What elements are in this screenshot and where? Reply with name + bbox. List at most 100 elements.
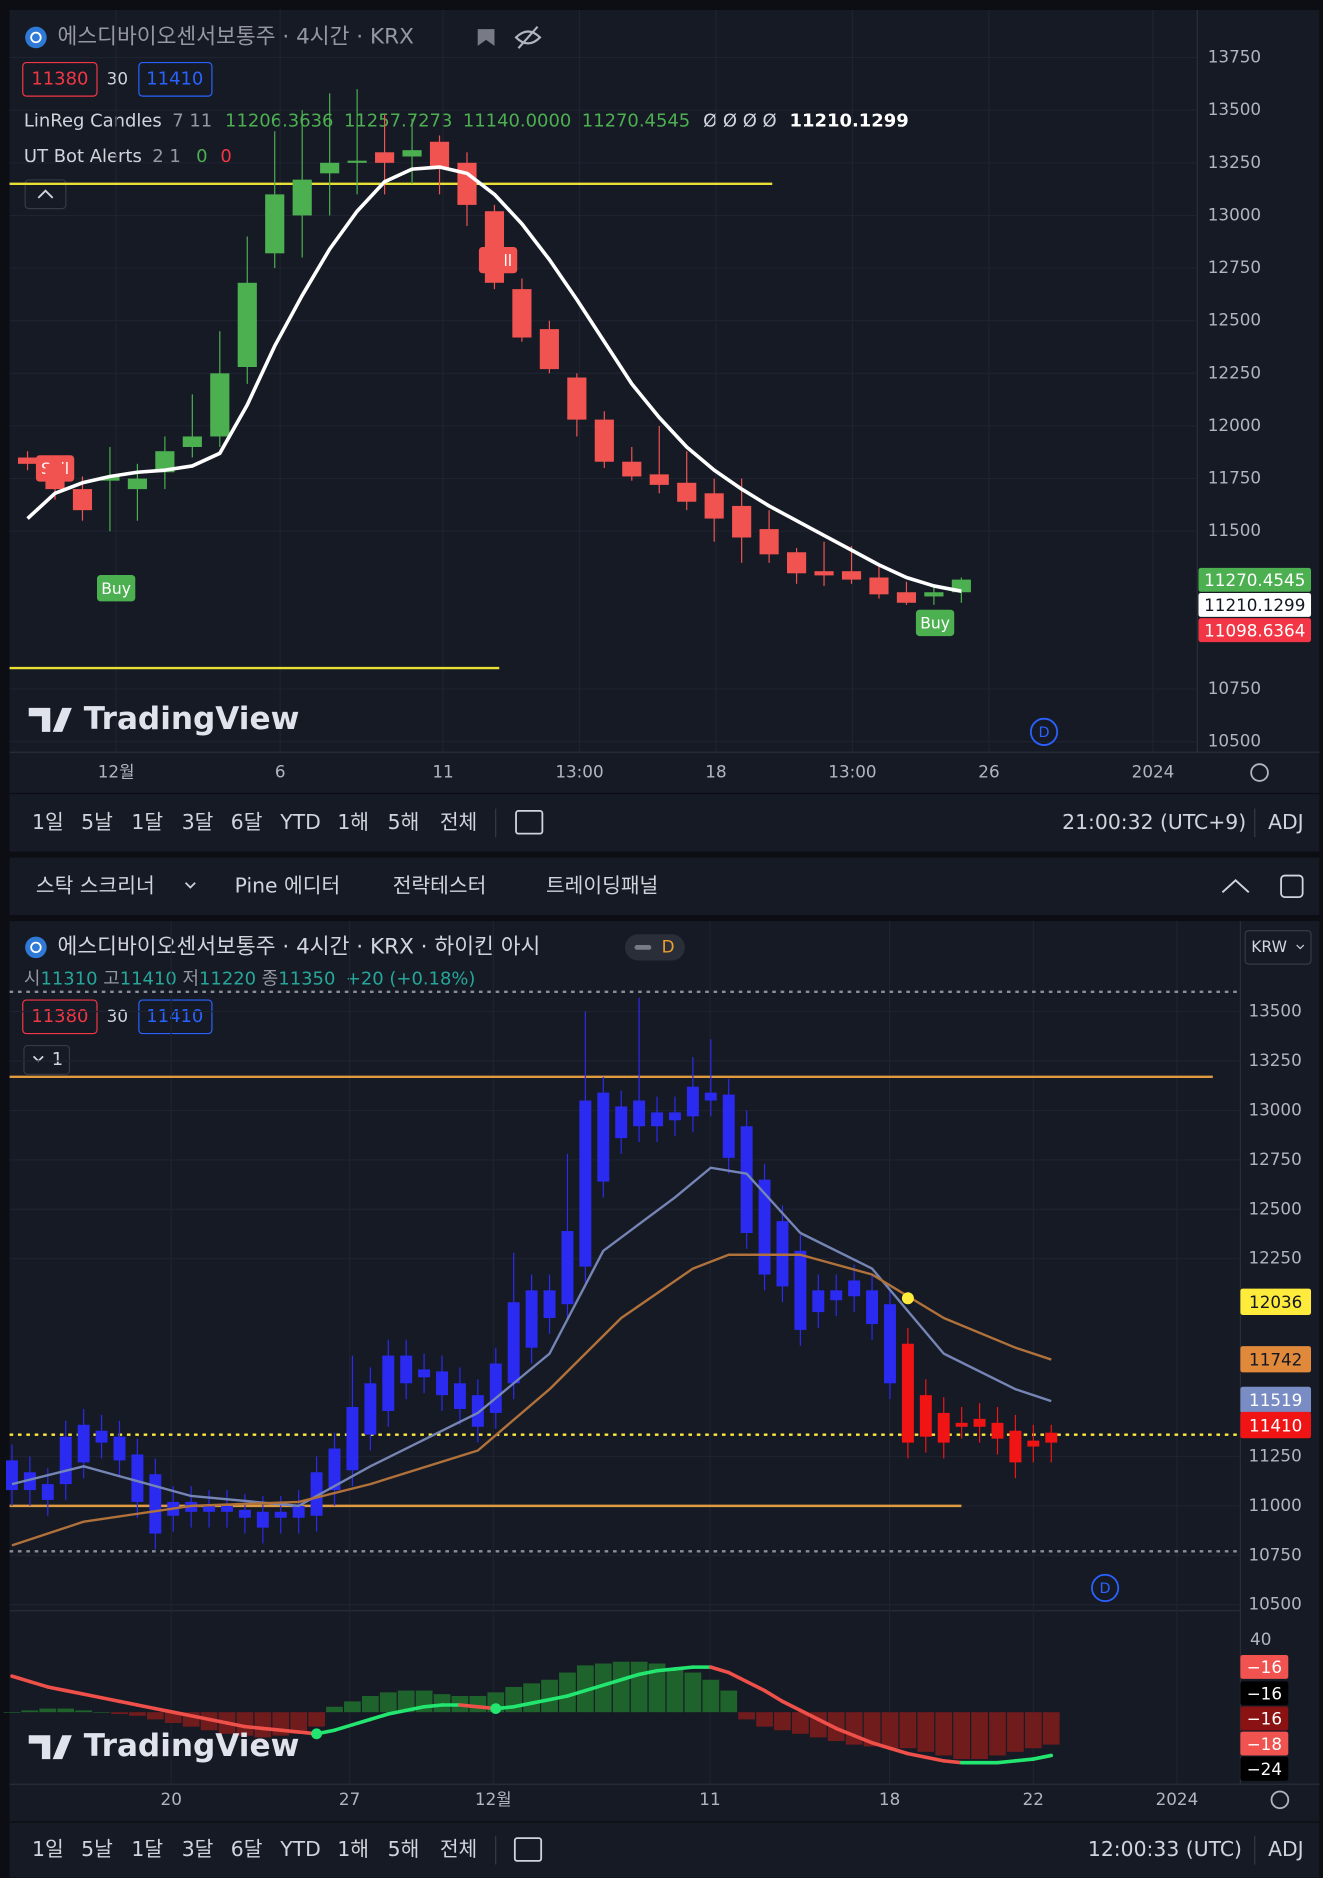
range-button[interactable]: 5해: [388, 810, 420, 834]
candle-body: [597, 1092, 610, 1182]
panel-tab[interactable]: Pine 에디터: [235, 873, 341, 897]
range-button[interactable]: 5날: [81, 810, 113, 834]
candle-body: [704, 1092, 717, 1101]
moving-average: [11, 1166, 1052, 1508]
candle-body: [814, 571, 834, 576]
input-value: 11380: [31, 68, 88, 89]
histogram-bar: [666, 1668, 684, 1713]
adj-button[interactable]: ADJ: [1268, 1837, 1304, 1861]
osc-line-segment: [1031, 1753, 1054, 1761]
candle-body: [418, 1369, 431, 1378]
candle-body: [561, 1231, 574, 1305]
candle-body: [59, 1436, 72, 1485]
price-label: 12500: [1208, 310, 1261, 330]
osc-line-segment: [422, 1703, 444, 1709]
price-label: 11500: [1208, 520, 1261, 540]
hide-icon[interactable]: [514, 25, 542, 49]
range-button[interactable]: 전체: [440, 810, 477, 834]
date-range-icon[interactable]: [515, 809, 544, 835]
range-button[interactable]: 1일: [32, 810, 64, 834]
range-button[interactable]: 1달: [131, 1837, 163, 1861]
histogram-bar: [953, 1712, 971, 1760]
range-button[interactable]: YTD: [279, 810, 321, 834]
price-label: 11750: [1208, 468, 1261, 488]
candle-body: [436, 1371, 449, 1396]
panel-tab[interactable]: 트레이딩패널: [546, 873, 658, 897]
input-box[interactable]: [22, 61, 98, 97]
indicator-value: 11140.0000: [463, 110, 571, 131]
dividend-marker-text: D: [1100, 1581, 1111, 1597]
status-badge[interactable]: [624, 934, 685, 961]
histogram-bar: [899, 1712, 917, 1749]
window-icon[interactable]: [1280, 874, 1304, 898]
price-label: 10750: [1248, 1544, 1301, 1564]
input-box[interactable]: [138, 999, 213, 1035]
candle-body: [507, 1302, 520, 1384]
histogram-bar: [917, 1712, 935, 1752]
range-button[interactable]: 전체: [440, 1837, 477, 1861]
maximize-icon[interactable]: [1221, 879, 1250, 894]
candle-body: [622, 461, 642, 477]
range-button[interactable]: 3달: [182, 810, 214, 834]
panel-tab[interactable]: 스탁 스크리너: [36, 873, 155, 897]
date-range-icon[interactable]: [513, 1837, 543, 1862]
chart-title: 에스디바이오센서보통주 · 4시간 · KRX: [57, 24, 414, 49]
price-label: 12750: [1208, 257, 1261, 277]
osc-line-segment: [458, 1703, 480, 1709]
moving-average: [11, 1253, 1052, 1547]
histogram-bar: [254, 1712, 272, 1738]
settings-icon[interactable]: [1250, 763, 1269, 782]
symbol-logo-ring: [30, 941, 42, 954]
range-button[interactable]: 5해: [388, 1837, 420, 1861]
range-button[interactable]: 1달: [131, 810, 163, 834]
candle-body: [292, 1505, 305, 1518]
candle-body: [453, 1383, 466, 1409]
price-tag-text: 11210.1299: [1204, 595, 1305, 615]
range-button[interactable]: 1일: [32, 1837, 64, 1861]
time-label: 6: [275, 762, 286, 782]
collapse-button[interactable]: [23, 1044, 71, 1075]
panel-tab[interactable]: 전략테스터: [393, 873, 487, 897]
range-button[interactable]: 1해: [337, 810, 369, 834]
range-button[interactable]: 3달: [182, 1837, 214, 1861]
candle-body: [429, 141, 450, 170]
candle-body: [740, 1126, 753, 1234]
osc-line-segment: [834, 1726, 856, 1738]
candle-body: [1045, 1432, 1058, 1443]
signal-label: [96, 575, 136, 602]
range-button[interactable]: 5날: [81, 1837, 113, 1861]
candle-body: [238, 1509, 251, 1518]
chevron-down: [1296, 944, 1305, 950]
settings-icon[interactable]: [1270, 1790, 1290, 1810]
histogram-bar: [146, 1712, 164, 1720]
osc-line-segment: [673, 1665, 695, 1671]
indicator-nulls: Ø Ø Ø Ø: [703, 110, 777, 131]
range-button[interactable]: YTD: [279, 1837, 321, 1861]
range-button[interactable]: 6달: [231, 1837, 263, 1861]
indicator-name: LinReg Candles: [24, 110, 162, 131]
adj-button[interactable]: ADJ: [1268, 810, 1304, 834]
osc-line-segment: [1013, 1757, 1036, 1763]
collapse-count: 1: [52, 1049, 63, 1070]
dividend-marker: [1091, 1573, 1120, 1602]
price-tag-text: 11519: [1249, 1390, 1302, 1410]
osc-line-segment: [601, 1677, 624, 1687]
collapse-button[interactable]: [24, 179, 67, 210]
currency-button[interactable]: [1244, 930, 1312, 965]
histogram-bar: [863, 1712, 881, 1747]
osc-line-segment: [81, 1692, 104, 1700]
candle-body: [759, 529, 779, 555]
candle-body: [567, 377, 587, 420]
range-button[interactable]: 1해: [337, 1837, 369, 1861]
candle-body: [328, 1448, 341, 1491]
range-button[interactable]: 6달: [231, 810, 263, 834]
input-box[interactable]: [22, 999, 98, 1035]
histogram-bar: [935, 1712, 953, 1756]
input-box[interactable]: [138, 61, 213, 97]
candle-body: [848, 1280, 861, 1297]
time-label: 27: [339, 1789, 360, 1809]
candle-body: [901, 1343, 914, 1443]
flag-icon[interactable]: [477, 29, 495, 46]
indicator-params: 2 1: [152, 146, 181, 167]
